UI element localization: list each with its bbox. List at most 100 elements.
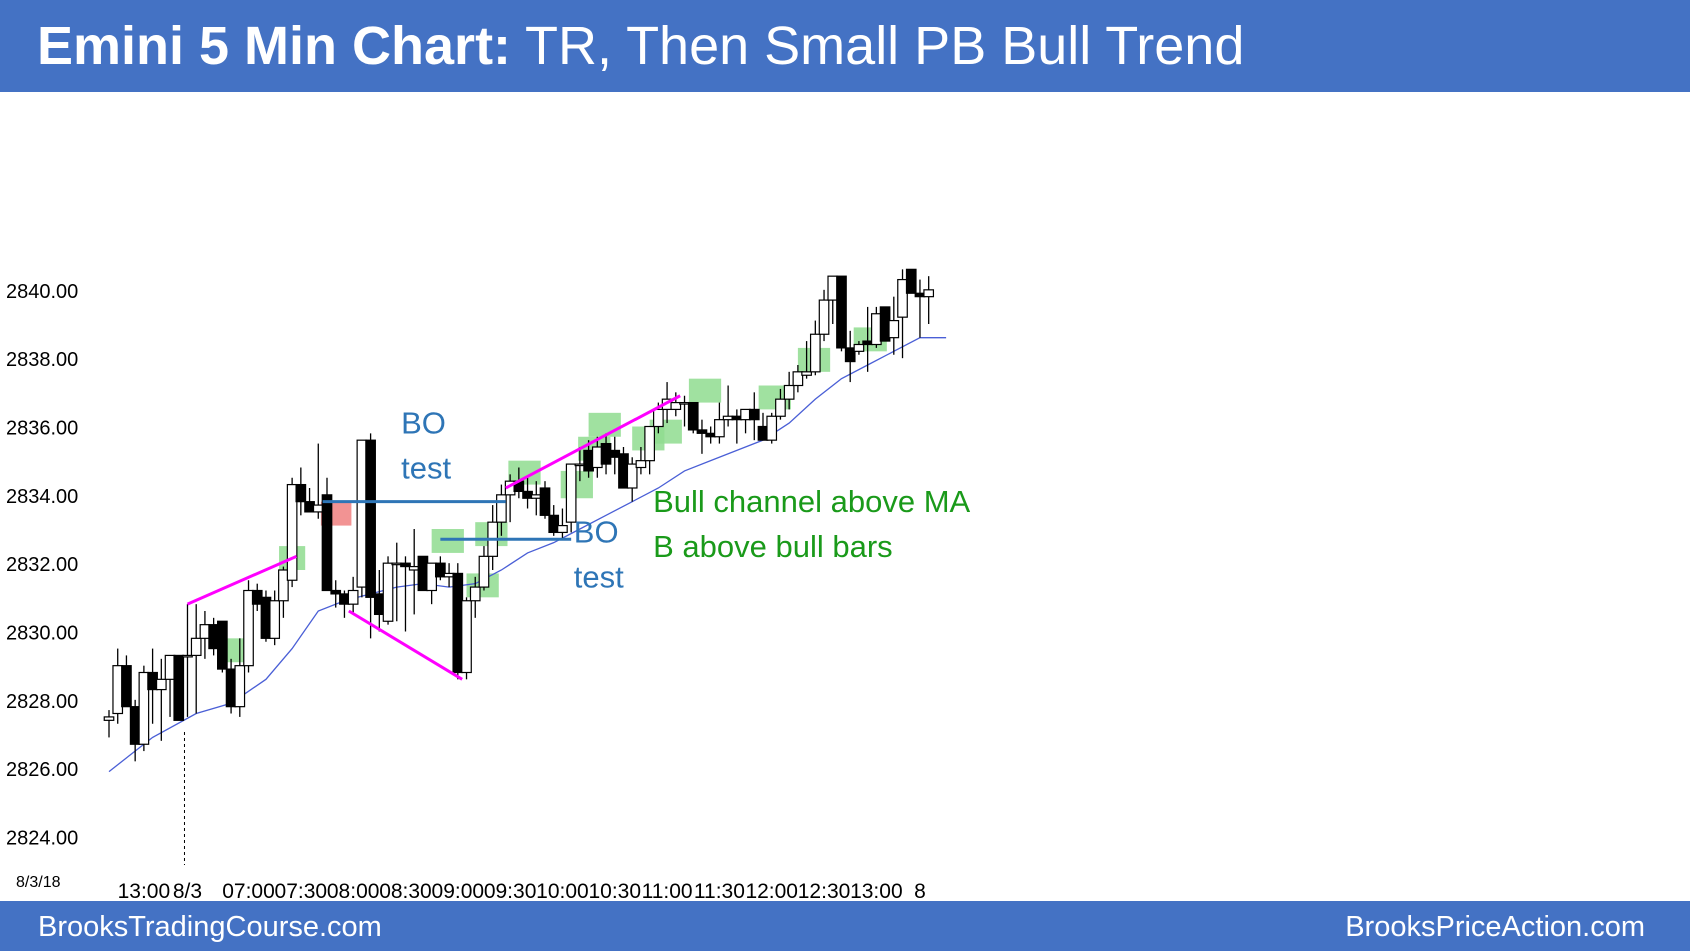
candle — [112, 648, 124, 724]
bull-candle-body — [888, 319, 900, 339]
bull-candle-body — [103, 716, 115, 721]
bull-candle-body — [278, 569, 289, 602]
candle — [251, 583, 263, 611]
bull-candle-body — [775, 398, 786, 417]
candle — [487, 505, 499, 570]
candle — [417, 555, 429, 592]
bull-candle-body — [112, 665, 124, 715]
y-tick-label: 2832.00 — [6, 554, 78, 576]
x-tick-label: 13:00 — [118, 880, 171, 901]
candle — [626, 457, 638, 502]
candle — [792, 365, 804, 393]
candle — [260, 590, 272, 642]
bear-candle-body — [435, 562, 446, 578]
candle — [330, 580, 342, 608]
bull-candle-body — [783, 384, 795, 400]
bear-candle-body — [914, 292, 926, 298]
title-banner: Emini 5 Min Chart: TR, Then Small PB Bul… — [0, 0, 1690, 92]
trend-line — [186, 554, 298, 606]
candle — [469, 576, 481, 618]
bear-candle-body — [304, 501, 315, 513]
annotation-text: BO — [401, 405, 446, 440]
date-label: 8/3/18 — [16, 874, 61, 891]
candle — [530, 481, 542, 516]
annotation-text: test — [401, 450, 451, 485]
bear-candle-body — [373, 593, 385, 616]
bear-candle-body — [539, 487, 551, 516]
bear-candle-body — [748, 408, 760, 421]
candle — [757, 412, 769, 441]
candle — [609, 436, 621, 475]
bull-candle-body — [818, 299, 830, 335]
bull-signal-box — [688, 378, 722, 403]
title-suffix: TR, Then Small PB Bull Trend — [511, 16, 1245, 76]
title-prefix: Emini 5 Min Chart: — [37, 16, 512, 76]
candle — [504, 474, 516, 523]
bull-candle-body — [530, 494, 542, 499]
candle — [190, 604, 202, 714]
candle — [809, 320, 821, 376]
candle — [173, 654, 185, 721]
candle — [722, 385, 734, 427]
bull-signal-box — [588, 412, 621, 437]
trend-lines — [186, 394, 681, 681]
annotation-text: BO — [574, 515, 619, 550]
bull-candle-body — [766, 415, 778, 441]
candle — [897, 269, 908, 359]
x-axis: 8/3/18 13:00 8/3 07:00 07:30 08:00 08:30 09:00 0… — [16, 732, 926, 901]
candle — [818, 289, 830, 342]
y-tick-label: 2824.00 — [6, 828, 78, 850]
bull-candle-body — [653, 408, 664, 428]
candle — [496, 484, 507, 536]
candle — [548, 505, 560, 536]
candle — [321, 477, 333, 592]
y-tick-label: 2828.00 — [6, 691, 78, 713]
candlestick-chart: 2824.00 2826.00 2828.00 2830.00 2832.00 2834.… — [6, 268, 971, 901]
candle — [914, 279, 926, 338]
bear-candle-body — [417, 555, 429, 592]
bear-candle-body — [173, 654, 185, 721]
bull-candle-body — [199, 624, 211, 639]
candle — [304, 488, 315, 513]
candle — [269, 590, 281, 646]
y-tick-label: 2830.00 — [6, 623, 78, 645]
bull-candle-body — [923, 289, 935, 298]
candle — [888, 296, 900, 355]
bull-candle-body — [138, 671, 150, 745]
bear-candle-body — [757, 425, 769, 441]
annotation-text: B above bull bars — [653, 529, 893, 564]
candle — [121, 655, 132, 708]
y-tick-label: 2834.00 — [6, 486, 78, 508]
candle — [356, 439, 368, 598]
candle — [400, 556, 411, 632]
bear-candle-body — [731, 415, 743, 421]
bear-candle-body — [251, 589, 263, 605]
candle — [618, 447, 629, 489]
trend-line — [505, 394, 681, 490]
bear-candle-body — [879, 306, 891, 342]
y-axis: 2824.00 2826.00 2828.00 2830.00 2832.00 2834.… — [6, 281, 78, 850]
x-tick-label: 08:00 — [327, 880, 380, 901]
candle — [565, 463, 577, 533]
candle — [435, 556, 446, 581]
bear-candle-body — [687, 401, 699, 431]
bear-candle-body — [862, 340, 873, 346]
bull-candle-body — [565, 463, 577, 523]
candle — [905, 268, 917, 294]
bull-candle-body — [182, 654, 193, 658]
candle — [783, 371, 795, 410]
footer-site-left[interactable]: BrooksTradingCourse.com — [38, 911, 382, 943]
candle — [687, 401, 699, 434]
bear-candle-body — [400, 562, 411, 568]
page-title: Emini 5 Min Chart: TR, Then Small PB Bul… — [37, 14, 1244, 78]
bear-candle-body — [365, 439, 376, 598]
bear-candle-body — [147, 671, 158, 691]
x-tick-label: 11:30 — [694, 880, 745, 901]
bull-candle-body — [897, 278, 908, 318]
footer-site-right[interactable]: BrooksPriceAction.com — [1345, 911, 1645, 943]
bull-candle-body — [382, 562, 394, 622]
candle — [243, 580, 254, 673]
bear-candle-body — [260, 596, 272, 639]
candle — [408, 529, 420, 615]
candle — [138, 665, 150, 752]
